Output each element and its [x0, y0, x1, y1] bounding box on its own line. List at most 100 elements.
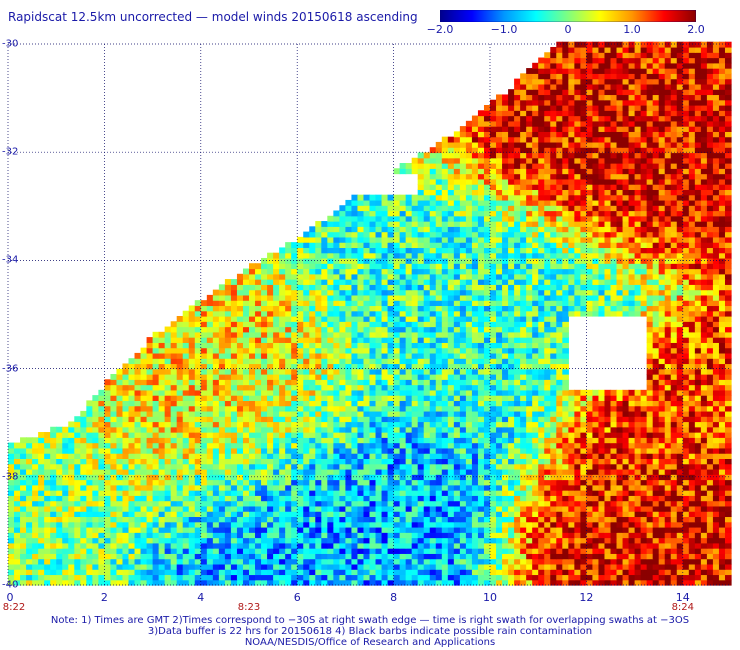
heatmap-cell: [477, 526, 485, 533]
heatmap-cell: [622, 416, 630, 423]
heatmap-cell: [38, 563, 45, 570]
heatmap-cell: [393, 505, 401, 512]
heatmap-cell: [363, 453, 371, 459]
heatmap-cell: [508, 416, 515, 423]
heatmap-cell: [357, 442, 365, 449]
heatmap-cell: [104, 558, 112, 565]
heatmap-cell: [393, 574, 401, 581]
heatmap-cell: [80, 537, 87, 544]
heatmap-cell: [80, 468, 87, 475]
heatmap-cell: [508, 526, 515, 533]
heatmap-cell: [230, 389, 238, 396]
heatmap-cell: [56, 490, 63, 496]
heatmap-cell: [267, 352, 274, 359]
heatmap-cell: [616, 395, 624, 401]
heatmap-cell: [309, 374, 316, 380]
heatmap-cell: [490, 416, 497, 423]
heatmap-cell: [429, 542, 437, 549]
heatmap-cell: [640, 511, 648, 518]
heatmap-cell: [628, 463, 636, 470]
heatmap-cell: [634, 558, 642, 565]
heatmap-cell: [724, 505, 732, 512]
heatmap-cell: [309, 405, 316, 412]
heatmap-cell: [255, 389, 262, 396]
heatmap-cell: [176, 437, 184, 444]
heatmap-cell: [98, 432, 106, 438]
heatmap-cell: [146, 405, 154, 412]
heatmap-cell: [580, 426, 588, 433]
heatmap-cell: [176, 474, 184, 481]
heatmap-cell: [670, 521, 678, 528]
heatmap-cell: [297, 421, 304, 428]
heatmap-cell: [628, 447, 636, 454]
heatmap-cell: [357, 479, 365, 486]
heatmap-cell: [628, 453, 636, 459]
heatmap-cell: [393, 437, 401, 444]
heatmap-cell: [297, 563, 304, 570]
heatmap-cell: [363, 395, 371, 401]
heatmap-cell: [496, 479, 503, 486]
heatmap-cell: [224, 558, 232, 565]
heatmap-cell: [592, 537, 600, 544]
colorbar-tick: −2.0: [426, 23, 454, 36]
heatmap-cell: [140, 453, 148, 459]
heatmap-cell: [399, 526, 407, 533]
heatmap-cell: [706, 426, 714, 433]
heatmap-cell: [670, 574, 678, 581]
heatmap-cell: [104, 426, 112, 433]
heatmap-cell: [56, 479, 63, 486]
heatmap-cell: [399, 389, 407, 396]
heatmap-cell: [435, 421, 443, 428]
heatmap-cell: [315, 347, 322, 354]
heatmap-cell: [74, 463, 81, 470]
heatmap-cell: [134, 490, 142, 496]
heatmap-cell: [188, 363, 196, 370]
heatmap-cell: [598, 426, 606, 433]
heatmap-cell: [158, 463, 166, 470]
heatmap-cell: [712, 532, 720, 539]
heatmap-cell: [664, 368, 672, 375]
heatmap-cell: [363, 437, 371, 444]
heatmap-cell: [471, 537, 479, 544]
heatmap-cell: [532, 405, 539, 412]
heatmap-cell: [236, 432, 244, 438]
heatmap-cell: [423, 474, 431, 481]
heatmap-cell: [550, 363, 557, 370]
heatmap-cell: [658, 432, 666, 438]
heatmap-cell: [309, 352, 316, 359]
heatmap-cell: [218, 458, 226, 465]
heatmap-cell: [477, 410, 485, 417]
heatmap-cell: [490, 500, 497, 507]
heatmap-cell: [502, 548, 509, 554]
heatmap-cell: [465, 569, 473, 576]
heatmap-cell: [411, 374, 419, 380]
heatmap-cell: [176, 495, 184, 502]
heatmap-cell: [490, 574, 497, 581]
heatmap-cell: [188, 532, 196, 539]
heatmap-cell: [592, 505, 600, 512]
heatmap-cell: [50, 505, 57, 512]
heatmap-cell: [568, 521, 575, 528]
heatmap-cell: [538, 511, 545, 518]
heatmap-cell: [267, 558, 274, 565]
heatmap-cell: [411, 400, 419, 407]
heatmap-cell: [712, 569, 720, 576]
heatmap-cell: [104, 474, 112, 481]
heatmap-cell: [417, 358, 425, 365]
heatmap-cell: [176, 537, 184, 544]
heatmap-cell: [435, 384, 443, 391]
heatmap-cell: [74, 421, 81, 428]
heatmap-cell: [194, 484, 202, 491]
heatmap-cell: [188, 347, 196, 354]
heatmap-cell: [423, 468, 431, 475]
heatmap-cell: [218, 442, 226, 449]
heatmap-cell: [170, 563, 178, 570]
heatmap-cell: [212, 569, 220, 576]
heatmap-cell: [490, 553, 497, 560]
heatmap-cell: [508, 405, 515, 412]
heatmap-cell: [297, 569, 304, 576]
heatmap-cell: [351, 563, 359, 570]
heatmap-cell: [706, 579, 714, 586]
heatmap-cell: [315, 516, 322, 523]
heatmap-cell: [646, 453, 654, 459]
